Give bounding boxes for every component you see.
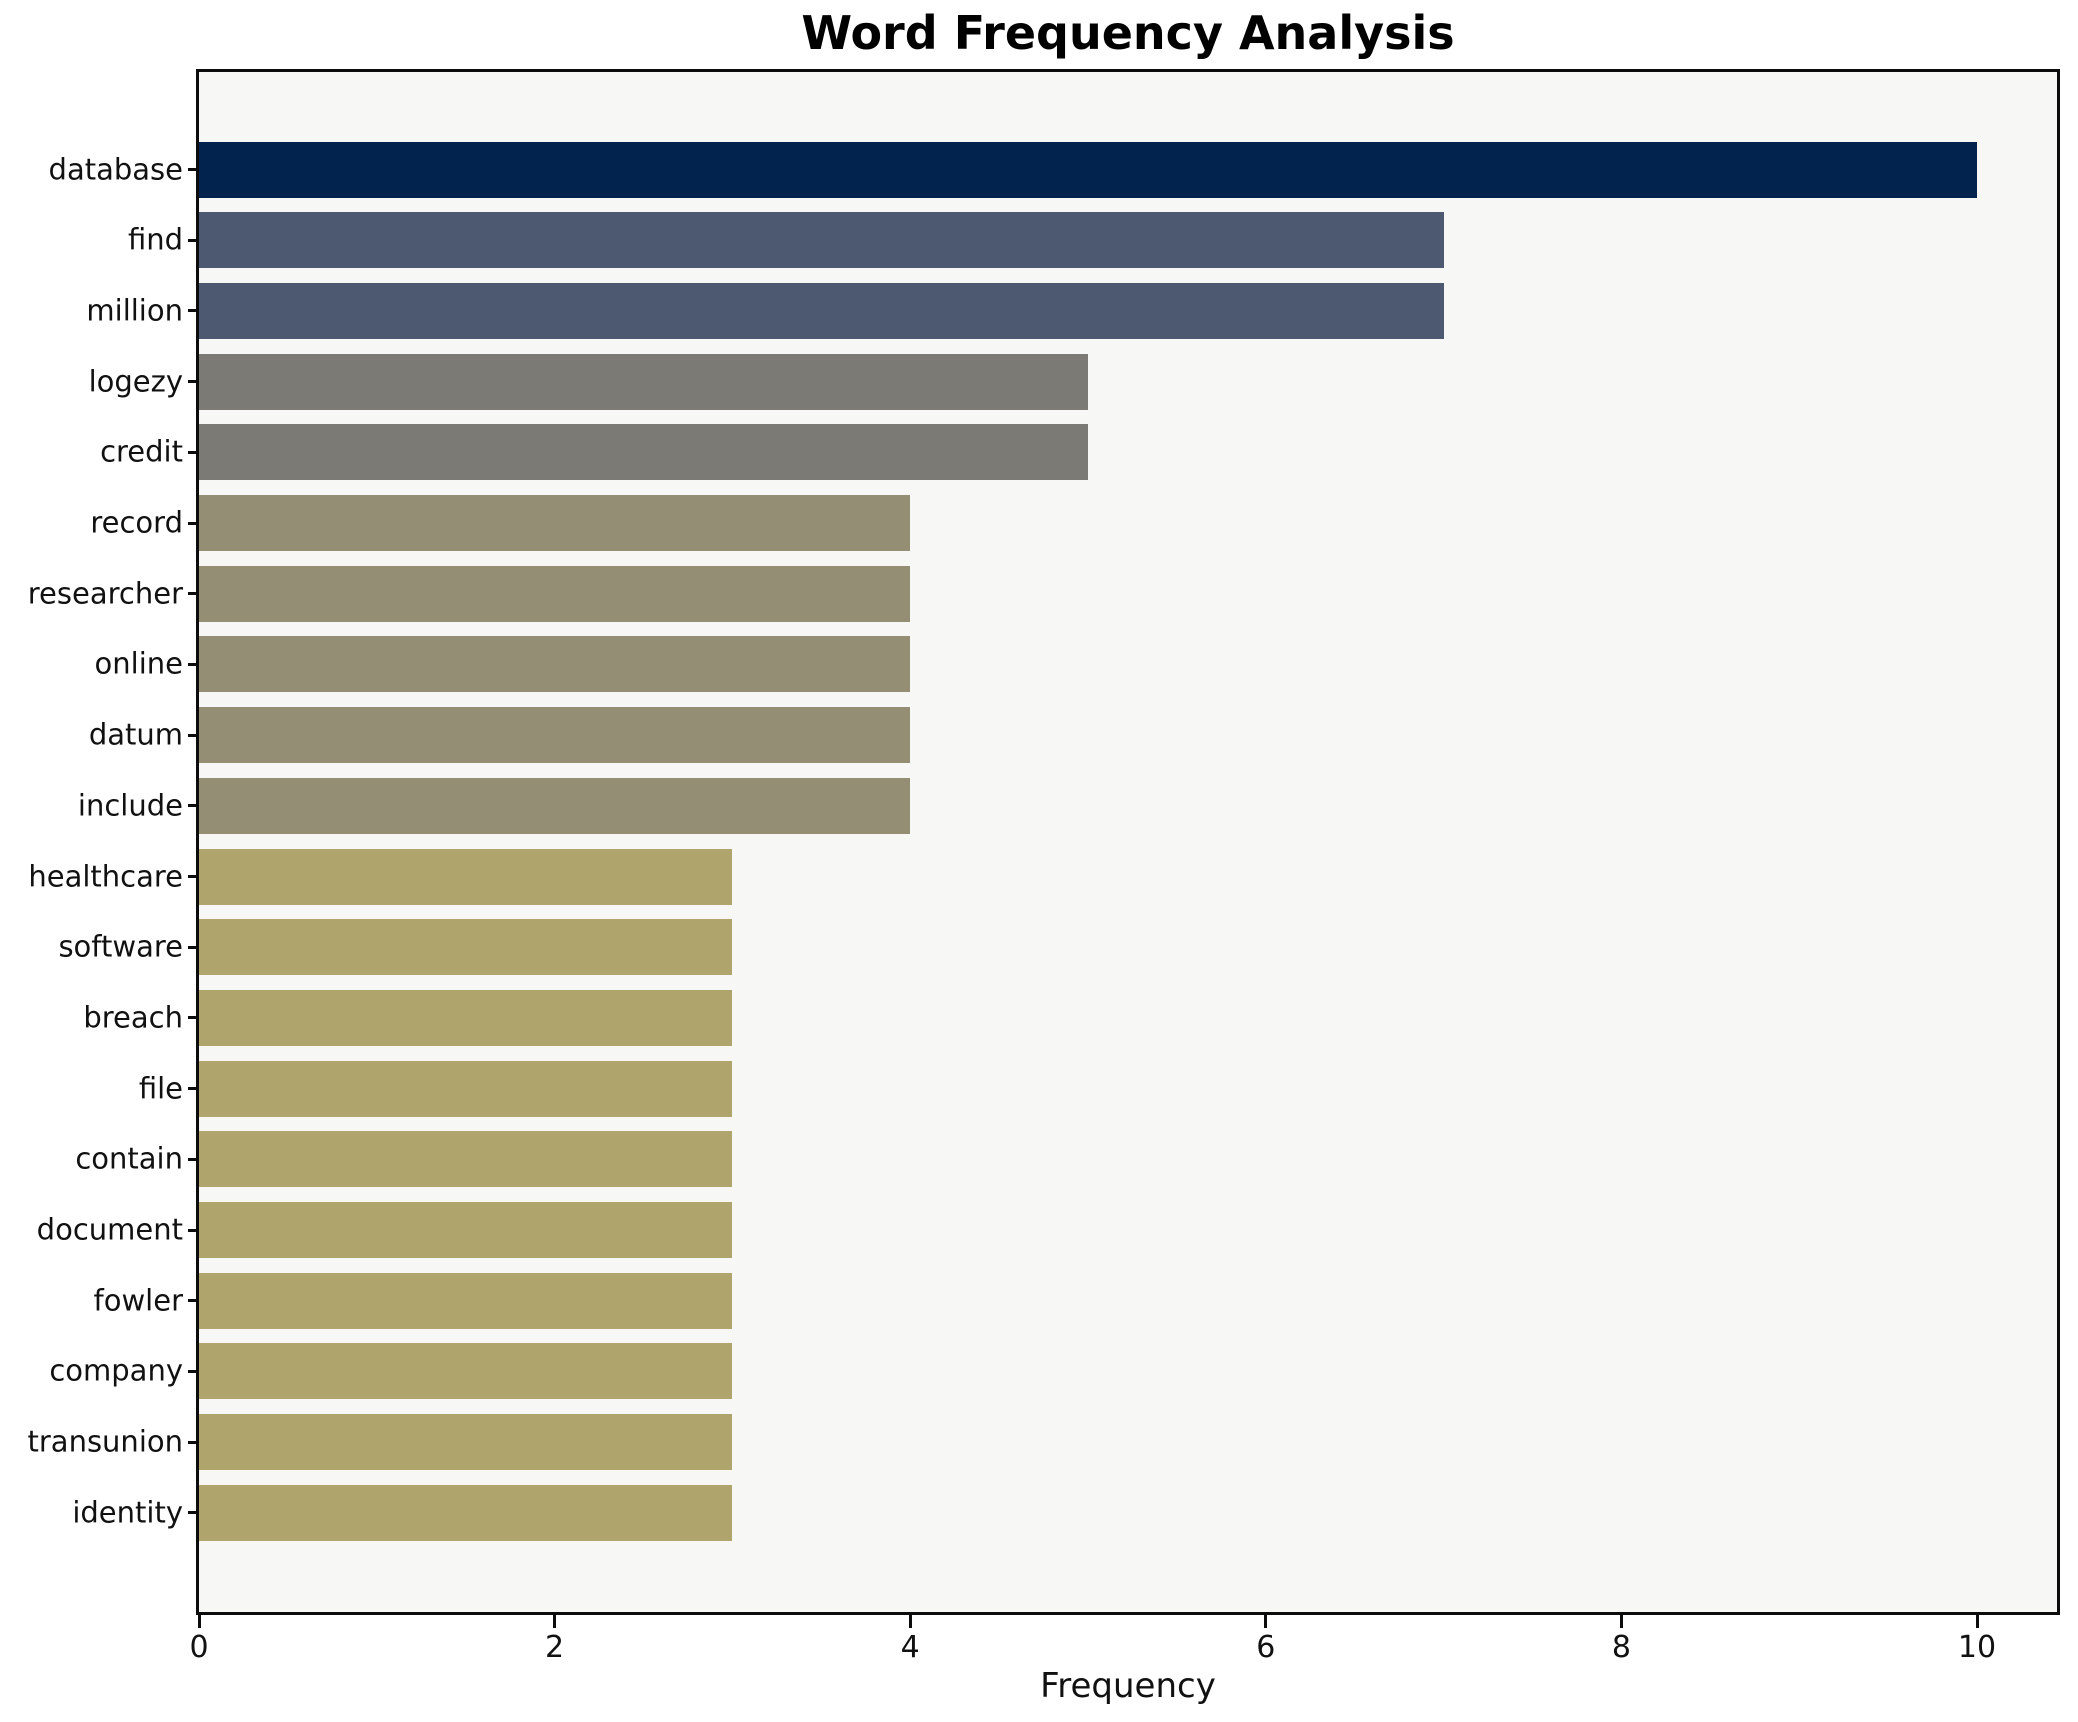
- y-tick-label-breach: breach: [83, 1000, 183, 1035]
- y-tick-mark: [188, 1087, 199, 1091]
- y-tick-label-software: software: [58, 929, 183, 964]
- bar-breach: [199, 989, 733, 1046]
- bar-file: [199, 1060, 733, 1117]
- y-tick-label-online: online: [94, 646, 183, 681]
- y-tick-label-million: million: [86, 293, 183, 328]
- bar-software: [199, 919, 733, 976]
- bar-million: [199, 282, 1444, 339]
- bar-database: [199, 141, 1977, 198]
- y-tick-label-credit: credit: [100, 434, 183, 469]
- y-tick-mark: [188, 662, 199, 666]
- y-tick-mark: [188, 380, 199, 384]
- y-tick-label-researcher: researcher: [27, 576, 183, 611]
- bar-record: [199, 495, 911, 551]
- y-tick-label-identity: identity: [72, 1495, 183, 1530]
- x-tick-mark: [908, 1615, 912, 1628]
- x-tick-label-10: 10: [1957, 1630, 1997, 1665]
- y-tick-mark: [188, 168, 199, 171]
- bar-find: [199, 212, 1444, 269]
- x-tick-mark: [1264, 1615, 1268, 1628]
- bar-datum: [199, 707, 911, 764]
- y-tick-mark: [188, 309, 199, 313]
- bar-credit: [199, 424, 1088, 481]
- y-tick-mark: [188, 1157, 199, 1161]
- bar-contain: [199, 1131, 733, 1188]
- x-axis-label: Frequency: [1040, 1666, 1216, 1706]
- y-tick-mark: [188, 804, 199, 808]
- y-tick-label-fowler: fowler: [93, 1283, 184, 1318]
- bar-researcher: [199, 565, 911, 622]
- y-tick-mark: [188, 521, 199, 525]
- bar-fowler: [199, 1272, 733, 1329]
- x-tick-label-6: 6: [1256, 1630, 1276, 1665]
- y-tick-label-file: file: [138, 1070, 183, 1105]
- bar-healthcare: [199, 848, 733, 905]
- y-tick-label-database: database: [48, 151, 183, 186]
- y-tick-label-logezy: logezy: [88, 363, 183, 398]
- y-tick-label-company: company: [49, 1353, 183, 1388]
- y-tick-mark: [188, 945, 199, 949]
- y-tick-label-find: find: [127, 222, 183, 257]
- y-tick-label-datum: datum: [88, 717, 183, 752]
- y-tick-label-document: document: [36, 1212, 183, 1247]
- x-tick-label-2: 2: [545, 1630, 565, 1665]
- y-tick-mark: [188, 733, 199, 737]
- y-tick-mark: [188, 875, 199, 878]
- bar-identity: [199, 1484, 733, 1541]
- x-tick-mark: [197, 1615, 201, 1628]
- y-tick-label-contain: contain: [75, 1141, 183, 1176]
- x-tick-mark: [553, 1615, 557, 1628]
- bar-transunion: [199, 1414, 733, 1471]
- x-tick-mark: [1975, 1615, 1979, 1628]
- y-tick-mark: [188, 1440, 199, 1444]
- bar-document: [199, 1202, 733, 1258]
- y-tick-mark: [188, 238, 199, 242]
- y-tick-label-transunion: transunion: [27, 1424, 184, 1459]
- y-tick-label-record: record: [90, 505, 183, 540]
- y-tick-mark: [188, 1228, 199, 1232]
- chart-title: Word Frequency Analysis: [801, 6, 1455, 60]
- y-tick-label-healthcare: healthcare: [28, 858, 183, 893]
- y-tick-mark: [188, 1369, 199, 1373]
- y-tick-mark: [188, 450, 199, 454]
- y-tick-label-include: include: [77, 788, 183, 823]
- x-tick-label-4: 4: [900, 1630, 920, 1665]
- y-tick-mark: [188, 1016, 199, 1020]
- y-tick-mark: [188, 1299, 199, 1303]
- bar-company: [199, 1343, 733, 1400]
- y-tick-mark: [188, 592, 199, 596]
- x-tick-label-0: 0: [189, 1630, 209, 1665]
- x-tick-mark: [1619, 1615, 1623, 1628]
- bar-online: [199, 636, 911, 693]
- y-tick-mark: [188, 1511, 199, 1515]
- x-tick-label-8: 8: [1611, 1630, 1631, 1665]
- bar-include: [199, 777, 911, 834]
- bar-logezy: [199, 353, 1088, 410]
